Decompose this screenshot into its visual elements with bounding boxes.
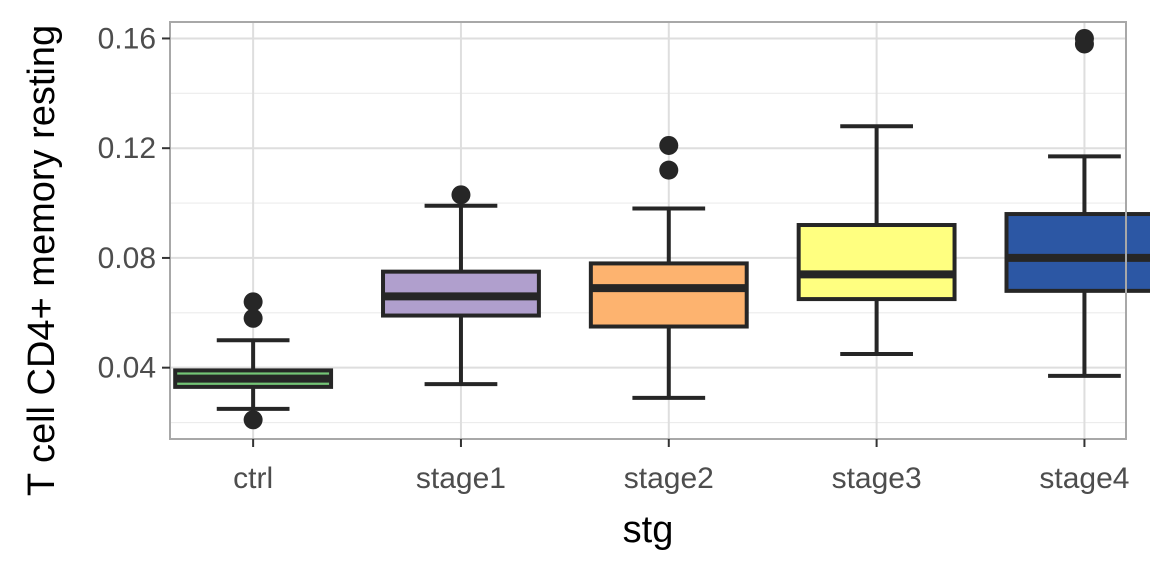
x-tick-label: ctrl <box>233 462 273 495</box>
outlier-point <box>243 410 263 430</box>
outlier-point <box>243 308 263 328</box>
outlier-point <box>659 160 679 180</box>
box-stage1 <box>381 185 541 387</box>
x-axis: ctrl stage1 stage2 stage3 stage4 <box>233 439 1129 495</box>
outlier-point <box>659 135 679 155</box>
x-axis-title: stg <box>623 509 674 551</box>
box-ctrl <box>173 292 334 430</box>
outlier-point <box>1074 28 1094 48</box>
outlier-point <box>243 292 263 312</box>
x-tick-label: stage1 <box>416 462 506 495</box>
iqr-box <box>588 261 749 329</box>
outlier-point <box>451 185 471 205</box>
y-axis-title: T cell CD4+ memory resting <box>21 25 63 496</box>
y-tick-label: 0.16 <box>98 22 156 55</box>
plot-border <box>169 21 1127 440</box>
x-tick-label: stage4 <box>1039 462 1129 495</box>
iqr-box <box>796 223 957 302</box>
y-tick-label: 0.12 <box>98 132 156 165</box>
y-axis: 0.04 0.08 0.12 0.16 <box>98 22 170 385</box>
iqr-box <box>1004 212 1150 293</box>
box-stage2 <box>588 135 749 400</box>
y-tick-label: 0.08 <box>98 242 156 275</box>
x-tick-label: stage3 <box>832 462 922 495</box>
y-tick-label: 0.04 <box>98 352 156 385</box>
box-stage3 <box>796 124 957 356</box>
x-tick-label: stage2 <box>624 462 714 495</box>
